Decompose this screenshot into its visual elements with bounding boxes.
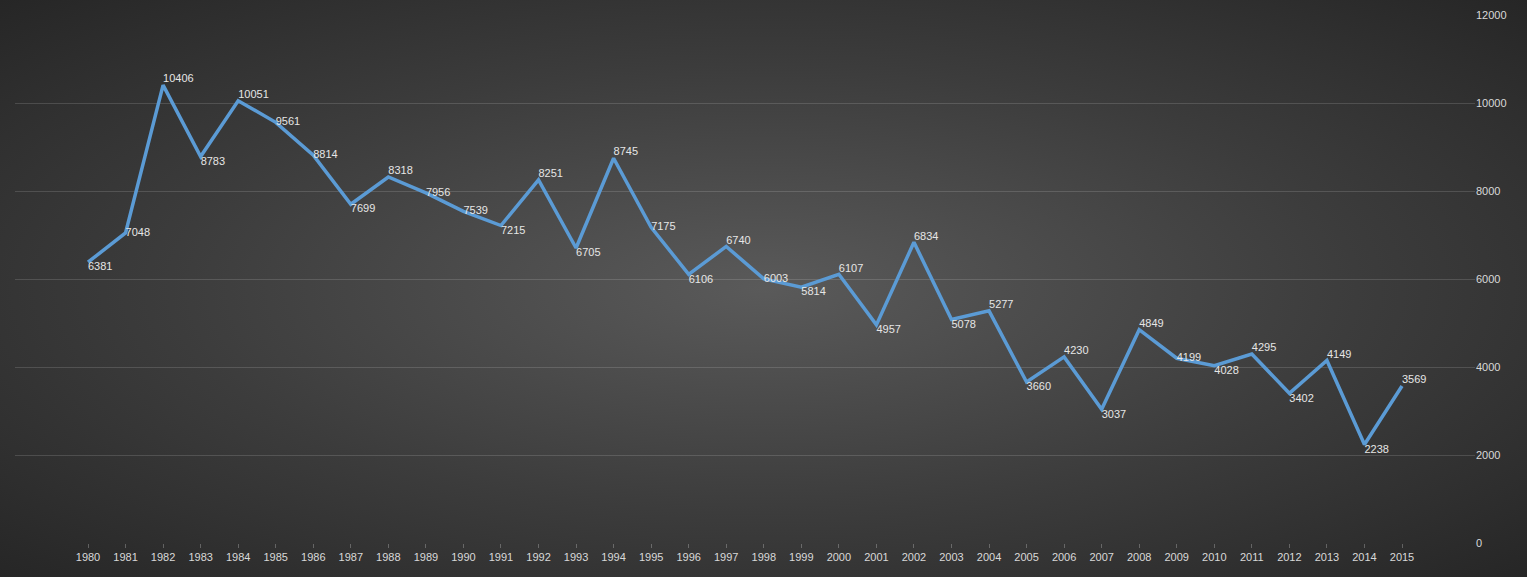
svg-text:6834: 6834 <box>914 230 938 242</box>
svg-text:1980: 1980 <box>76 551 100 563</box>
svg-text:8318: 8318 <box>388 164 412 176</box>
svg-text:2007: 2007 <box>1089 551 1113 563</box>
svg-text:1988: 1988 <box>376 551 400 563</box>
svg-text:6106: 6106 <box>689 273 713 285</box>
svg-text:2010: 2010 <box>1202 551 1226 563</box>
svg-text:1981: 1981 <box>113 551 137 563</box>
svg-text:1982: 1982 <box>151 551 175 563</box>
svg-text:5277: 5277 <box>989 298 1013 310</box>
svg-text:6000: 6000 <box>1476 273 1500 285</box>
svg-text:3569: 3569 <box>1402 373 1426 385</box>
svg-text:10051: 10051 <box>238 88 269 100</box>
svg-text:5814: 5814 <box>801 285 825 297</box>
svg-text:2006: 2006 <box>1052 551 1076 563</box>
svg-text:2015: 2015 <box>1390 551 1414 563</box>
svg-text:6740: 6740 <box>726 234 750 246</box>
svg-text:8000: 8000 <box>1476 185 1500 197</box>
svg-text:2009: 2009 <box>1164 551 1188 563</box>
svg-text:2238: 2238 <box>1364 443 1388 455</box>
svg-text:2002: 2002 <box>902 551 926 563</box>
svg-text:8745: 8745 <box>614 145 638 157</box>
svg-text:1996: 1996 <box>676 551 700 563</box>
svg-text:4849: 4849 <box>1139 317 1163 329</box>
svg-text:1995: 1995 <box>639 551 663 563</box>
svg-text:7048: 7048 <box>126 226 150 238</box>
svg-text:1999: 1999 <box>789 551 813 563</box>
svg-text:6705: 6705 <box>576 246 600 258</box>
svg-text:1993: 1993 <box>564 551 588 563</box>
svg-text:7215: 7215 <box>501 224 525 236</box>
svg-text:8251: 8251 <box>539 167 563 179</box>
svg-text:1992: 1992 <box>526 551 550 563</box>
svg-text:10000: 10000 <box>1476 97 1507 109</box>
svg-text:2005: 2005 <box>1014 551 1038 563</box>
svg-text:6003: 6003 <box>764 272 788 284</box>
svg-text:1985: 1985 <box>263 551 287 563</box>
svg-text:10406: 10406 <box>163 72 194 84</box>
svg-text:7699: 7699 <box>351 202 375 214</box>
svg-text:6107: 6107 <box>839 262 863 274</box>
svg-text:3402: 3402 <box>1289 392 1313 404</box>
svg-text:6381: 6381 <box>88 260 112 272</box>
svg-text:5078: 5078 <box>951 318 975 330</box>
svg-text:3037: 3037 <box>1102 408 1126 420</box>
svg-text:8783: 8783 <box>201 155 225 167</box>
svg-text:9561: 9561 <box>276 115 300 127</box>
svg-text:2000: 2000 <box>1476 449 1500 461</box>
svg-text:1991: 1991 <box>489 551 513 563</box>
svg-text:12000: 12000 <box>1476 9 1507 21</box>
svg-text:2003: 2003 <box>939 551 963 563</box>
svg-text:0: 0 <box>1476 537 1482 549</box>
svg-text:4957: 4957 <box>876 323 900 335</box>
svg-text:1990: 1990 <box>451 551 475 563</box>
svg-text:1986: 1986 <box>301 551 325 563</box>
svg-text:2013: 2013 <box>1315 551 1339 563</box>
svg-text:4230: 4230 <box>1064 344 1088 356</box>
svg-text:2011: 2011 <box>1240 551 1264 563</box>
svg-text:7956: 7956 <box>426 186 450 198</box>
svg-text:8814: 8814 <box>313 148 337 160</box>
svg-text:4199: 4199 <box>1177 351 1201 363</box>
svg-text:1987: 1987 <box>339 551 363 563</box>
svg-text:1984: 1984 <box>226 551 250 563</box>
svg-text:4028: 4028 <box>1214 364 1238 376</box>
svg-text:2000: 2000 <box>827 551 851 563</box>
svg-text:2012: 2012 <box>1277 551 1301 563</box>
svg-text:1983: 1983 <box>188 551 212 563</box>
svg-text:1997: 1997 <box>714 551 738 563</box>
svg-text:4000: 4000 <box>1476 361 1500 373</box>
svg-text:3660: 3660 <box>1027 380 1051 392</box>
svg-text:7539: 7539 <box>463 204 487 216</box>
svg-text:2014: 2014 <box>1352 551 1376 563</box>
svg-text:1994: 1994 <box>601 551 625 563</box>
svg-text:2004: 2004 <box>977 551 1001 563</box>
svg-text:1998: 1998 <box>752 551 776 563</box>
svg-text:4149: 4149 <box>1327 348 1351 360</box>
svg-text:2001: 2001 <box>864 551 888 563</box>
svg-text:2008: 2008 <box>1127 551 1151 563</box>
svg-text:7175: 7175 <box>651 220 675 232</box>
svg-text:1989: 1989 <box>414 551 438 563</box>
svg-text:4295: 4295 <box>1252 341 1276 353</box>
